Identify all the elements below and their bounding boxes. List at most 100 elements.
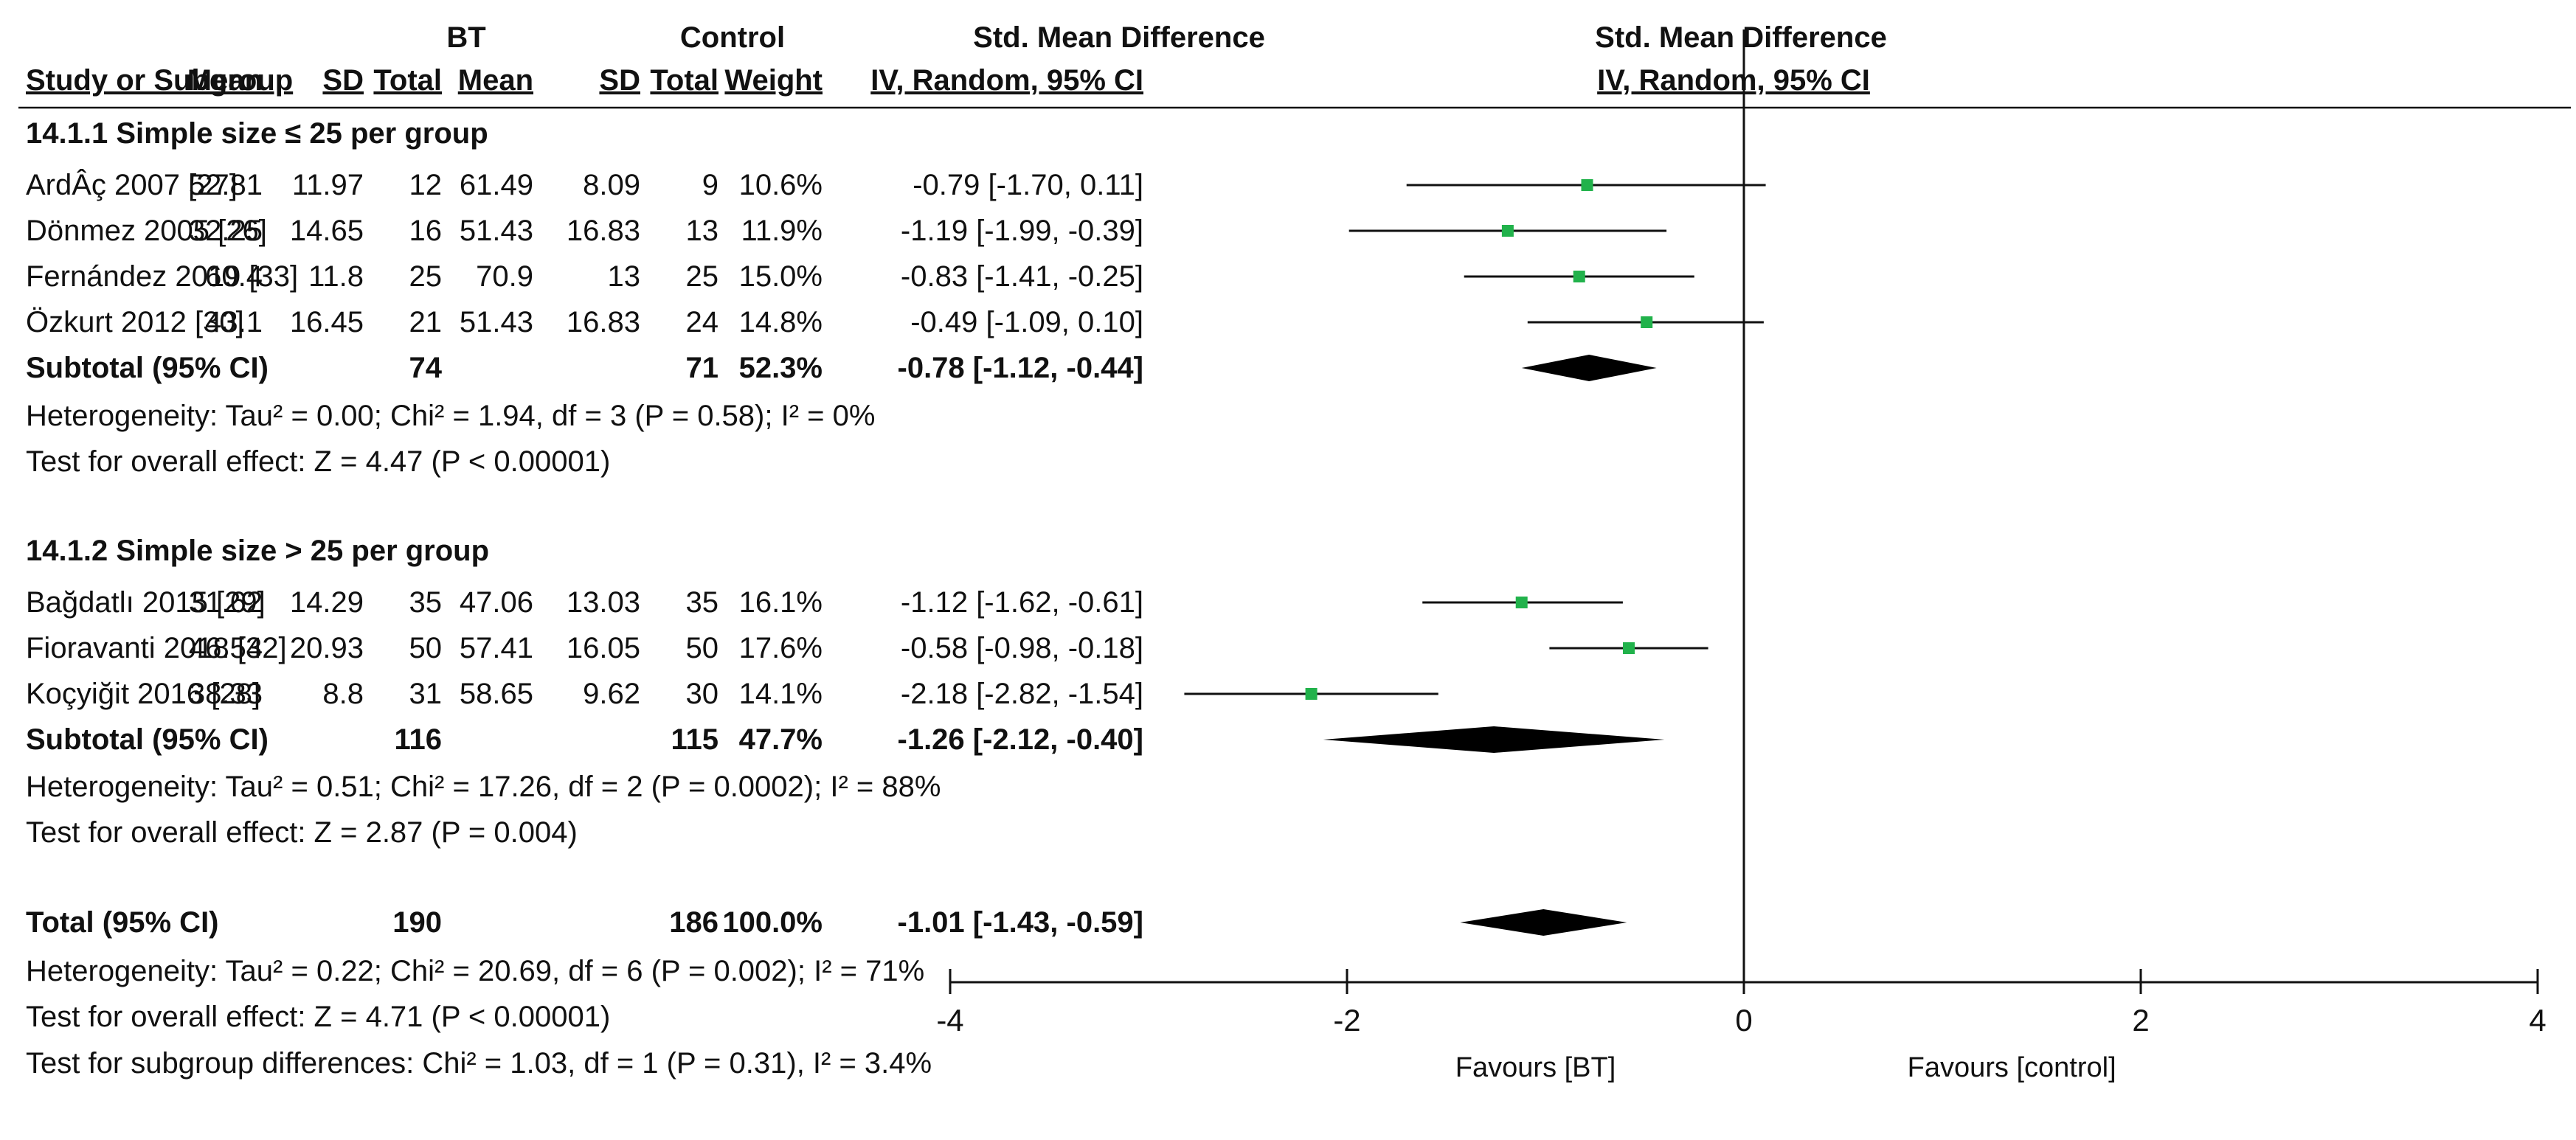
smd-ci-text: -0.49 [-1.09, 0.10] <box>910 306 1143 338</box>
sd-control: 13.03 <box>567 586 640 619</box>
overall-effect-text: Test for overall effect: Z = 2.87 (P = 0… <box>26 816 578 849</box>
smd-ci-text: -1.19 [-1.99, -0.39] <box>901 215 1143 247</box>
total-label: Total (95% CI) <box>26 906 219 939</box>
smd-ci-text: -0.58 [-0.98, -0.18] <box>901 632 1143 664</box>
mean-bt: 32.25 <box>189 215 263 247</box>
mean-control: 57.41 <box>460 632 533 664</box>
total-bt: 12 <box>409 169 443 201</box>
total-heterogeneity-text: Heterogeneity: Tau² = 0.22; Chi² = 20.69… <box>26 955 924 987</box>
subtotal-total-bt: 74 <box>409 352 443 384</box>
weight: 15.0% <box>739 260 823 293</box>
subgroup-differences-text: Test for subgroup differences: Chi² = 1.… <box>26 1047 932 1080</box>
mean-bt: 46.54 <box>189 632 263 664</box>
sd-bt: 14.29 <box>290 586 364 619</box>
subgroup-title: 14.1.2 Simple size > 25 per group <box>26 535 489 567</box>
subtotal-ci-text: -0.78 [-1.12, -0.44] <box>898 352 1144 384</box>
subgroup-title: 14.1.1 Simple size ≤ 25 per group <box>26 117 488 150</box>
study-name: Koçyiğit 2016 [28] <box>26 678 260 710</box>
favours-left-label: Favours [BT] <box>1455 1052 1616 1083</box>
total-bt: 21 <box>409 306 443 338</box>
subtotal-label: Subtotal (95% CI) <box>26 723 269 756</box>
weight: 11.9% <box>741 215 823 247</box>
col-header-sd-bt: SD <box>322 64 364 97</box>
study-name: Dönmez 2005 [26] <box>26 215 267 247</box>
smd-ci-text: -0.79 [-1.70, 0.11] <box>913 169 1143 201</box>
sd-bt: 20.93 <box>290 632 364 664</box>
sd-bt: 14.65 <box>290 215 364 247</box>
col-header-weight: Weight <box>724 64 823 97</box>
effect-marker <box>1641 316 1653 328</box>
total-control: 50 <box>686 632 719 664</box>
total-diamond <box>1460 909 1627 936</box>
effect-marker <box>1573 271 1585 282</box>
effect-marker <box>1305 688 1318 700</box>
col-header-total-control: Total <box>650 64 719 97</box>
effect-marker <box>1515 597 1528 608</box>
total-total-bt: 190 <box>392 906 442 939</box>
weight: 14.1% <box>739 678 823 710</box>
sd-bt: 11.8 <box>308 260 364 293</box>
header-group-control: Control <box>680 21 785 54</box>
subtotal-total-control: 71 <box>686 352 719 384</box>
smd-ci-text: -1.12 [-1.62, -0.61] <box>901 586 1143 619</box>
subtotal-weight: 52.3% <box>739 352 823 384</box>
study-name: Fernández 2019 [33] <box>26 260 298 293</box>
total-control: 30 <box>686 678 719 710</box>
col-header-sd-control: SD <box>599 64 640 97</box>
total-control: 35 <box>686 586 719 619</box>
overall-effect-text: Test for overall effect: Z = 4.47 (P < 0… <box>26 445 610 478</box>
sd-bt: 8.8 <box>322 678 364 710</box>
weight: 10.6% <box>739 169 823 201</box>
x-tick-label: 4 <box>2529 1003 2546 1038</box>
results-table: BT Control Std. Mean Difference Study or Su… <box>18 21 2571 1080</box>
mean-bt: 52.81 <box>189 169 263 201</box>
total-bt: 35 <box>409 586 443 619</box>
total-ci-text: -1.01 [-1.43, -0.59] <box>898 906 1144 939</box>
study-name: Özkurt 2012 [30] <box>26 306 244 338</box>
total-control: 13 <box>686 215 719 247</box>
heterogeneity-text: Heterogeneity: Tau² = 0.00; Chi² = 1.94,… <box>26 400 875 432</box>
mean-bt: 31.62 <box>189 586 263 619</box>
mean-control: 61.49 <box>460 169 533 201</box>
mean-bt: 60.4 <box>205 260 263 293</box>
col-header-mean-bt: Mean <box>187 64 263 97</box>
sd-control: 9.62 <box>583 678 640 710</box>
weight: 14.8% <box>739 306 823 338</box>
x-tick-label: 0 <box>1735 1003 1752 1038</box>
sd-control: 8.09 <box>583 169 640 201</box>
subtotal-diamond <box>1323 726 1665 753</box>
smd-ci-text: -2.18 [-2.82, -1.54] <box>901 678 1143 710</box>
total-total-control: 186 <box>669 906 719 939</box>
study-name: Fioravanti 2018 [32] <box>26 632 287 664</box>
subtotal-weight: 47.7% <box>739 723 823 756</box>
mean-control: 58.65 <box>460 678 533 710</box>
col-header-ci: IV, Random, 95% CI <box>870 64 1143 97</box>
col-header-mean-control: Mean <box>458 64 533 97</box>
total-overall-effect-text: Test for overall effect: Z = 4.71 (P < 0… <box>26 1001 610 1033</box>
effect-marker <box>1581 179 1593 191</box>
mean-control: 51.43 <box>460 215 533 247</box>
header-group-bt: BT <box>446 21 485 54</box>
sd-bt: 11.97 <box>292 169 364 201</box>
heterogeneity-text: Heterogeneity: Tau² = 0.51; Chi² = 17.26… <box>26 771 941 803</box>
subtotal-label: Subtotal (95% CI) <box>26 352 269 384</box>
smd-ci-text: -0.83 [-1.41, -0.25] <box>901 260 1143 293</box>
subtotal-total-control: 115 <box>671 723 719 756</box>
mean-control: 47.06 <box>460 586 533 619</box>
plot-subtitle: IV, Random, 95% CI <box>1597 64 1870 97</box>
sd-bt: 16.45 <box>290 306 364 338</box>
x-tick-label: -4 <box>936 1003 963 1038</box>
weight: 16.1% <box>739 586 823 619</box>
total-control: 25 <box>686 260 719 293</box>
effect-marker <box>1622 642 1635 654</box>
sd-control: 13 <box>608 260 641 293</box>
plot-title: Std. Mean Difference <box>1595 21 1887 54</box>
study-name: ArdÂç 2007 [27] <box>26 168 238 201</box>
mean-control: 51.43 <box>460 306 533 338</box>
total-bt: 16 <box>409 215 443 247</box>
mean-bt: 43.1 <box>205 306 263 338</box>
x-tick-label: -2 <box>1333 1003 1360 1038</box>
total-weight: 100.0% <box>722 906 823 939</box>
study-name: Bağdatlı 2015 [29] <box>26 586 266 619</box>
subtotal-ci-text: -1.26 [-2.12, -0.40] <box>898 723 1144 756</box>
